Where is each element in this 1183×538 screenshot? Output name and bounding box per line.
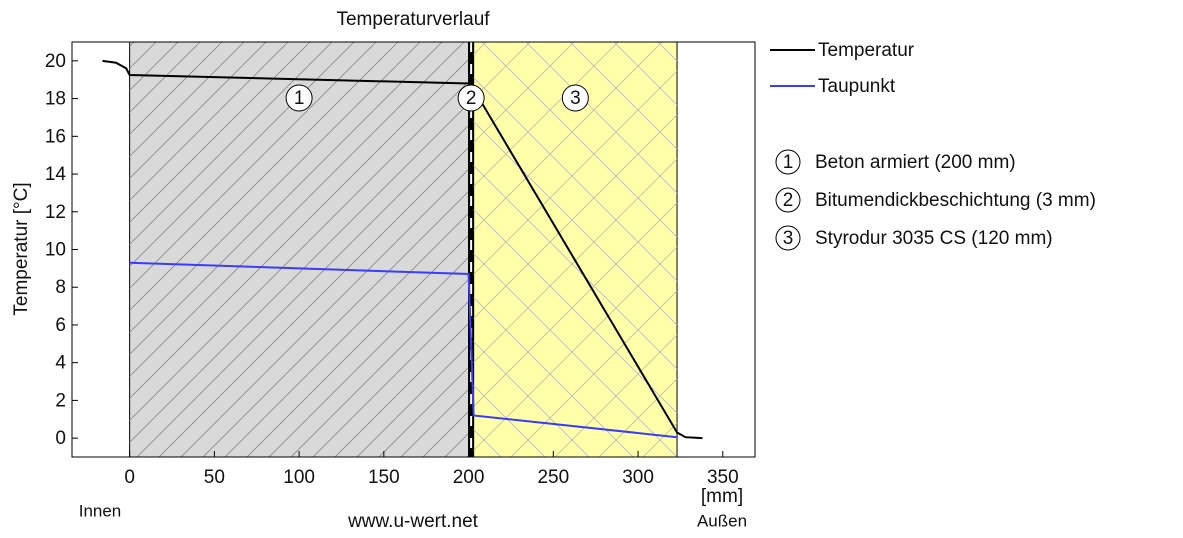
x-tick-label: 350: [707, 467, 739, 488]
y-tick-label: 16: [45, 126, 66, 147]
y-tick-label: 10: [45, 240, 66, 261]
layer-number: 3: [570, 88, 581, 109]
x-tick-label: 0: [124, 467, 135, 488]
layers: [130, 42, 677, 457]
x-tick-label: 50: [204, 467, 225, 488]
layer-number: 2: [466, 88, 477, 109]
y-tick-label: 6: [55, 315, 66, 336]
outside-label: Außen: [697, 511, 747, 530]
y-tick-label: 4: [55, 353, 66, 374]
chart: Temperaturverlauf Temperatur [°C] [mm] I…: [0, 0, 1183, 533]
footer: www.u-wert.net: [347, 511, 479, 532]
y-tick-label: 18: [45, 89, 66, 110]
legend-label: Temperatur: [818, 40, 915, 61]
y-tick-label: 14: [45, 164, 67, 185]
layer-legend-number: 3: [783, 228, 794, 249]
inside-label: Innen: [79, 501, 122, 520]
x-tick-label: 200: [453, 467, 485, 488]
y-tick-label: 0: [55, 428, 66, 449]
layer-legend-number: 1: [783, 152, 794, 173]
layer-legend-name: Styrodur 3035 CS (120 mm): [815, 228, 1053, 249]
x-tick-label: 100: [283, 467, 315, 488]
legend-label: Taupunkt: [818, 76, 896, 97]
y-tick-label: 8: [55, 277, 66, 298]
layer-legend-name: Beton armiert (200 mm): [815, 152, 1016, 173]
layer-legend-number: 2: [783, 190, 794, 211]
layer-legend-name: Bitumendickbeschichtung (3 mm): [815, 190, 1096, 211]
x-tick-label: 250: [537, 467, 569, 488]
y-axis-label: Temperatur [°C]: [11, 182, 32, 315]
x-unit: [mm]: [701, 486, 743, 507]
y-tick-label: 20: [45, 51, 66, 72]
layer-number: 1: [294, 88, 305, 109]
y-tick-label: 12: [45, 202, 66, 223]
y-tick-label: 2: [55, 390, 66, 411]
chart-title: Temperaturverlauf: [336, 9, 490, 30]
x-tick-label: 300: [622, 467, 654, 488]
x-tick-label: 150: [368, 467, 400, 488]
